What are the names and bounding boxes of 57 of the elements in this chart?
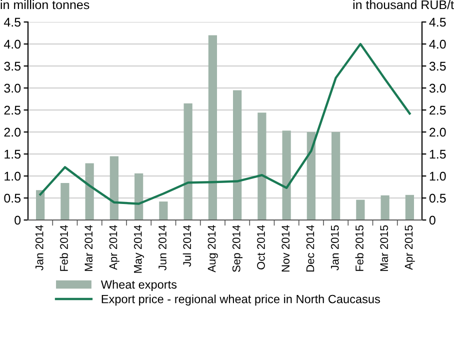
bar <box>159 202 168 220</box>
x-tick-label: Jul 2014 <box>182 225 192 267</box>
y-tick-label: 1.0 <box>4 172 21 181</box>
legend-label: Export price - regional wheat price in North Caucasus <box>102 294 380 306</box>
y-tick-label: 4.0 <box>4 40 21 49</box>
x-tick-label: Oct 2014 <box>257 225 265 270</box>
y-tick-label: 2.0 <box>4 128 21 137</box>
bar <box>184 103 192 220</box>
bar <box>134 173 144 220</box>
bar <box>356 200 365 220</box>
x-tick-label: Dec 2014 <box>306 225 314 272</box>
y2-tick-label: 1.5 <box>430 150 446 159</box>
x-tick-label: Mar 2014 <box>84 225 93 271</box>
bar <box>85 163 94 220</box>
bar <box>306 132 316 220</box>
bar <box>282 130 291 220</box>
y2-tick-label: 0.5 <box>429 194 446 203</box>
x-tick-label: Apr 2014 <box>109 225 120 270</box>
x-tick-label: Feb 2015 <box>355 225 364 271</box>
y-tick-label: 0.5 <box>4 194 21 203</box>
y-tick-label: 3.5 <box>4 62 21 71</box>
bar <box>405 194 414 220</box>
y-tick-label: 0 <box>14 216 21 225</box>
x-tick-label: Jun 2014 <box>158 225 166 270</box>
bar <box>110 156 118 220</box>
bar <box>380 195 390 220</box>
y-tick-label: 4.5 <box>4 18 21 27</box>
x-tick-label: Nov 2014 <box>282 225 290 272</box>
bar <box>233 90 242 220</box>
y-tick-label: 1.5 <box>4 150 21 159</box>
y-axis-title: in million tonnes <box>0 0 90 10</box>
y2-tick-label: 3.5 <box>429 62 446 71</box>
x-tick-label: Apr 2015 <box>404 225 415 270</box>
legend-label: Wheat exports <box>100 280 177 292</box>
bar <box>208 35 217 220</box>
y2-tick-label: 2.0 <box>430 128 446 137</box>
y-tick-label: 3.0 <box>4 84 21 93</box>
y2-tick-label: 4.5 <box>429 18 446 27</box>
y2-tick-label: 3.0 <box>429 84 446 93</box>
x-tick-label: Aug 2014 <box>208 225 218 272</box>
bar <box>60 183 70 220</box>
x-tick-label: Sep 2014 <box>232 225 242 272</box>
line-series <box>39 42 411 205</box>
y2-tick-label: 1.0 <box>430 172 446 181</box>
y-tick-label: 2.5 <box>4 106 21 115</box>
bar <box>258 112 266 220</box>
y2-axis-title: in thousand RUB/t <box>353 0 454 10</box>
x-tick-label: Jan 2015 <box>330 225 339 270</box>
x-tick-label: May 2014 <box>134 225 144 273</box>
x-tick-label: Mar 2015 <box>380 225 388 271</box>
y2-tick-label: 0 <box>429 216 436 225</box>
bar <box>332 132 340 220</box>
x-tick-label: Jan 2014 <box>35 225 44 270</box>
y2-tick-label: 4.0 <box>429 40 446 49</box>
x-tick-label: Feb 2014 <box>60 225 68 271</box>
y2-tick-label: 2.5 <box>430 106 446 115</box>
bar <box>36 190 45 220</box>
